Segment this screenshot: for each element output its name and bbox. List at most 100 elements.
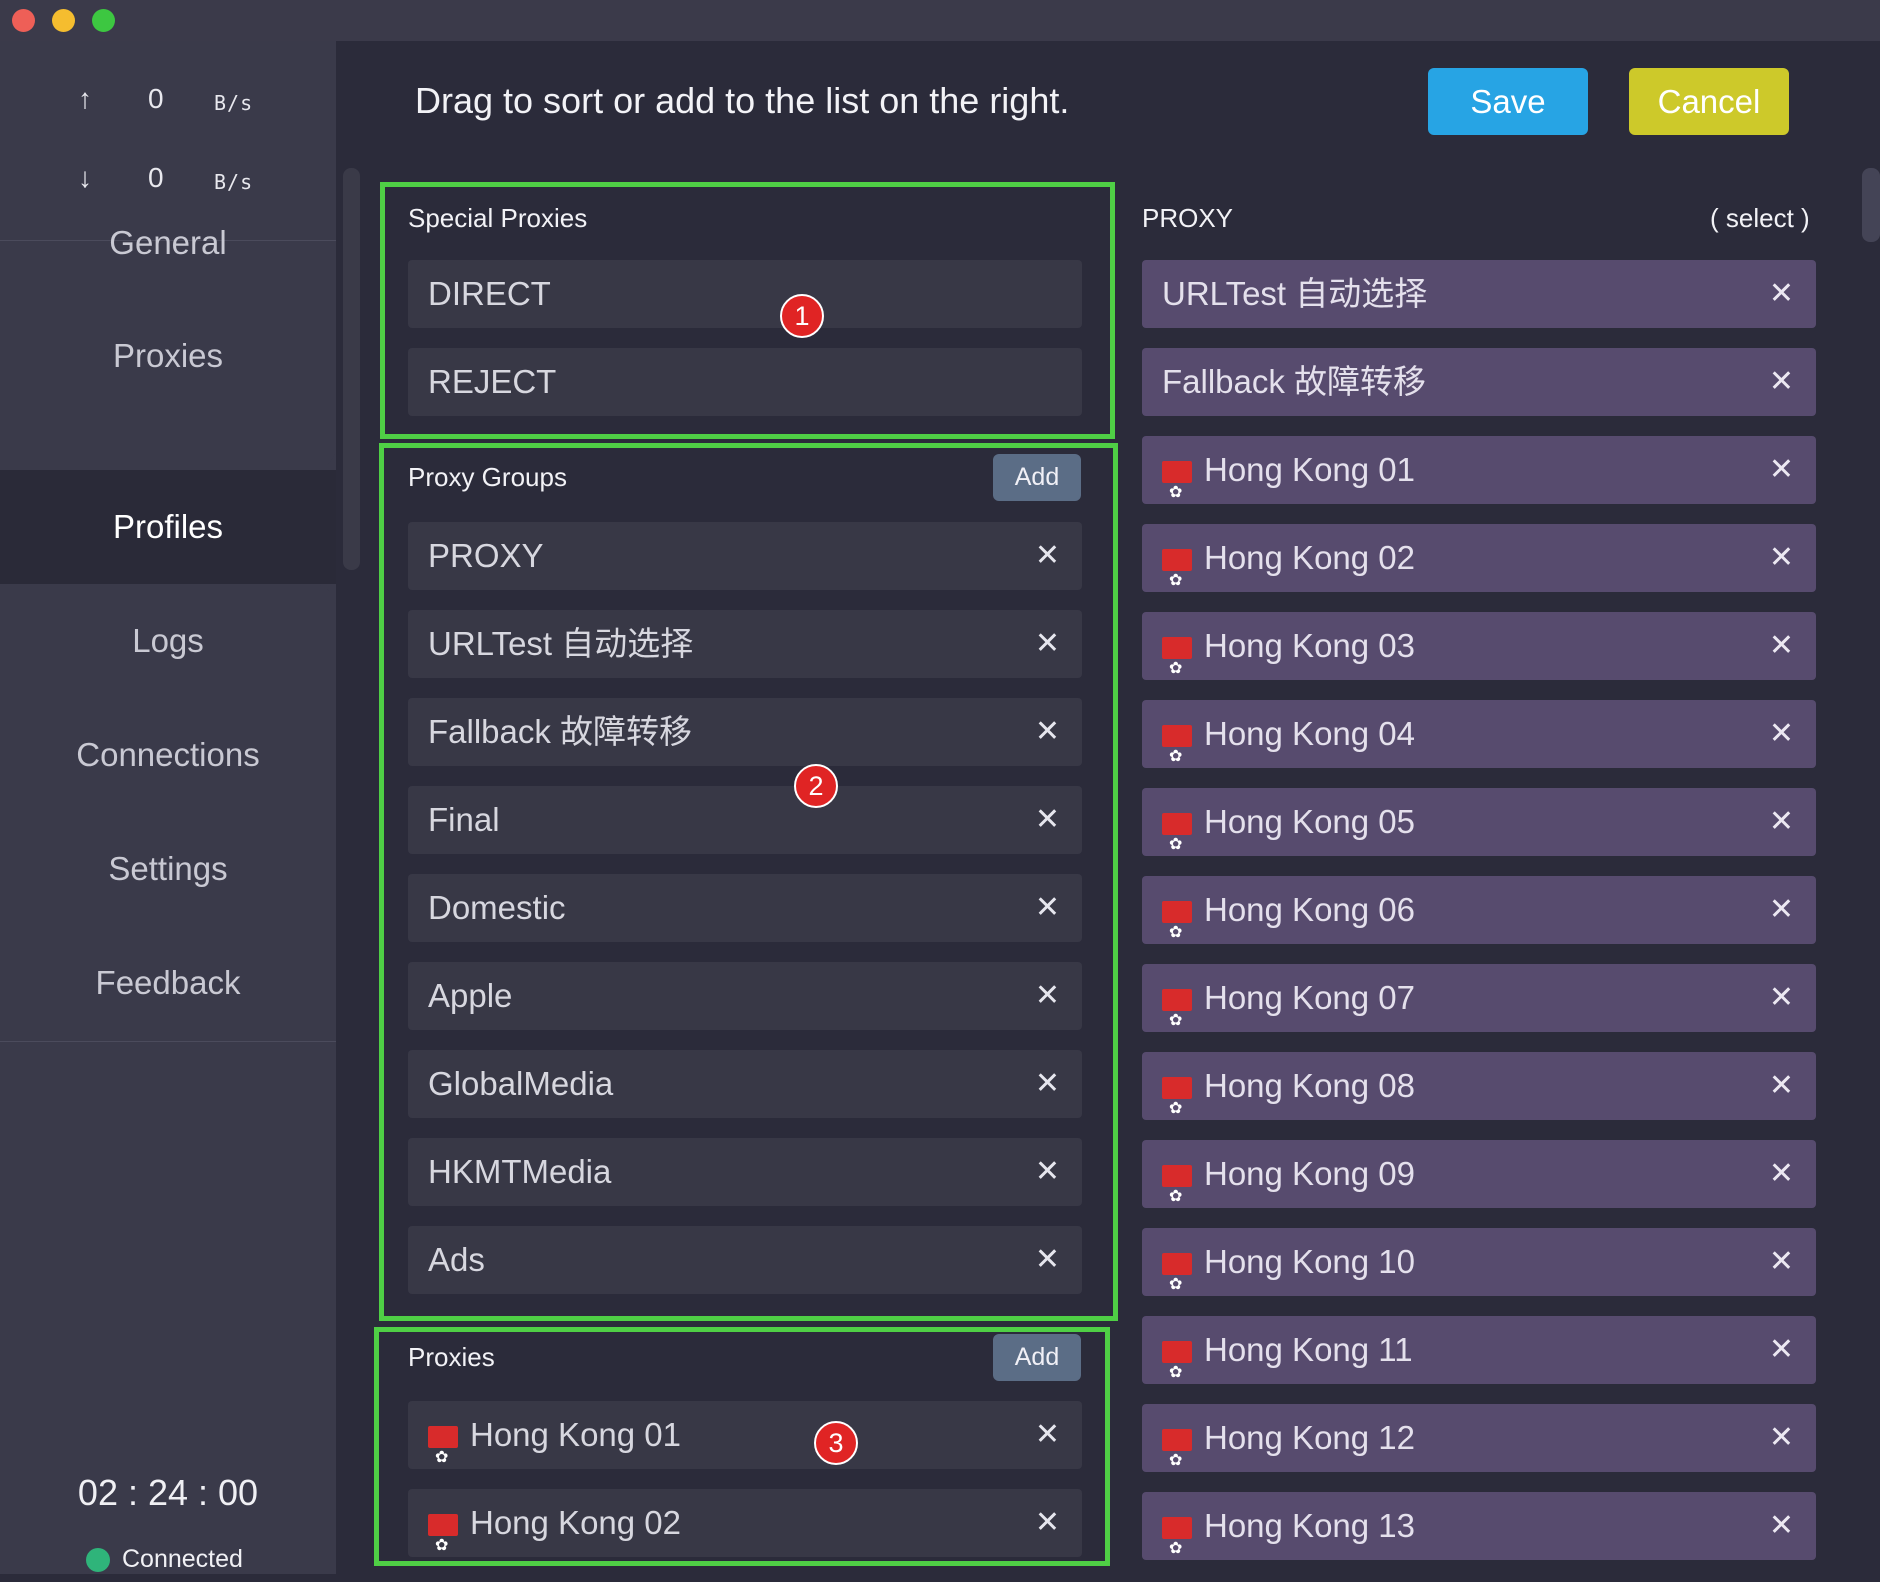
remove-icon[interactable]: ✕ — [1768, 1157, 1794, 1190]
proxies-highlight — [374, 1327, 1110, 1566]
proxy-group-item[interactable]: HKMTMedia ✕ — [408, 1138, 1082, 1206]
selected-proxy-item[interactable]: Hong Kong 08 ✕ — [1142, 1052, 1816, 1142]
selected-proxy-item[interactable]: Fallback 故障转移 ✕ — [1142, 348, 1816, 416]
remove-icon[interactable]: ✕ — [1768, 629, 1794, 662]
window-zoom-button[interactable] — [92, 9, 115, 32]
proxy-item[interactable]: Hong Kong 02 ✕ — [408, 1489, 1082, 1579]
remove-icon[interactable]: ✕ — [1768, 717, 1794, 750]
nav-round-top — [0, 356, 336, 470]
nav-item-feedback[interactable]: Feedback — [95, 964, 241, 1001]
selected-proxy-item[interactable]: Hong Kong 13 ✕ — [1142, 1492, 1816, 1582]
item-label: Hong Kong 06 — [1162, 876, 1415, 966]
status-dot-icon — [86, 1547, 110, 1572]
item-text: Hong Kong 13 — [1204, 1507, 1416, 1544]
remove-icon[interactable]: ✕ — [1034, 1506, 1060, 1539]
item-label: Hong Kong 11 — [1162, 1316, 1413, 1406]
proxy-group-item[interactable]: PROXY ✕ — [408, 522, 1082, 590]
item-label: Hong Kong 01 — [1162, 436, 1415, 526]
remove-icon[interactable]: ✕ — [1034, 979, 1060, 1012]
item-label: Apple — [428, 977, 513, 1014]
proxy-group-item[interactable]: Final ✕ — [408, 786, 1082, 854]
nav-item-settings[interactable]: Settings — [108, 850, 228, 887]
remove-icon[interactable]: ✕ — [1768, 981, 1794, 1014]
hong-kong-flag-icon — [1162, 722, 1192, 790]
selected-proxy-item[interactable]: Hong Kong 05 ✕ — [1142, 788, 1816, 878]
add-proxy-button[interactable]: Add — [993, 1334, 1081, 1381]
item-text: Hong Kong 02 — [1204, 539, 1416, 576]
nav-active-background — [0, 470, 336, 584]
proxy-group-item[interactable]: URLTest 自动选择 ✕ — [408, 610, 1082, 678]
proxy-item[interactable]: Hong Kong 01 ✕ — [408, 1401, 1082, 1491]
remove-icon[interactable]: ✕ — [1768, 365, 1794, 398]
remove-icon[interactable]: ✕ — [1034, 1067, 1060, 1100]
selected-proxy-item[interactable]: Hong Kong 03 ✕ — [1142, 612, 1816, 702]
save-button[interactable]: Save — [1428, 68, 1588, 135]
selected-proxy-item[interactable]: Hong Kong 09 ✕ — [1142, 1140, 1816, 1230]
item-label: DIRECT — [428, 275, 551, 312]
hong-kong-flag-icon — [1162, 1514, 1192, 1582]
left-scrollbar[interactable] — [343, 168, 360, 570]
selected-proxy-item[interactable]: Hong Kong 06 ✕ — [1142, 876, 1816, 966]
remove-icon[interactable]: ✕ — [1768, 1509, 1794, 1542]
proxy-group-item[interactable]: Apple ✕ — [408, 962, 1082, 1030]
cancel-button[interactable]: Cancel — [1629, 68, 1789, 135]
right-scrollbar[interactable] — [1862, 168, 1880, 242]
remove-icon[interactable]: ✕ — [1768, 1333, 1794, 1366]
remove-icon[interactable]: ✕ — [1768, 277, 1794, 310]
item-label: Hong Kong 05 — [1162, 788, 1415, 878]
add-proxy-group-button[interactable]: Add — [993, 454, 1081, 501]
proxy-group-item[interactable]: Fallback 故障转移 ✕ — [408, 698, 1082, 766]
item-label: Hong Kong 10 — [1162, 1228, 1415, 1318]
item-text: Hong Kong 09 — [1204, 1155, 1416, 1192]
nav-item-profiles[interactable]: Profiles — [112, 508, 224, 545]
remove-icon[interactable]: ✕ — [1034, 803, 1060, 836]
upload-unit: B/s — [214, 91, 254, 115]
selected-proxy-item[interactable]: URLTest 自动选择 ✕ — [1142, 260, 1816, 328]
special-proxy-item[interactable]: DIRECT — [408, 260, 1082, 328]
remove-icon[interactable]: ✕ — [1768, 453, 1794, 486]
nav-item-proxies[interactable]: Proxies — [112, 337, 224, 374]
proxy-group-item[interactable]: Domestic ✕ — [408, 874, 1082, 942]
remove-icon[interactable]: ✕ — [1034, 539, 1060, 572]
selected-proxy-item[interactable]: Hong Kong 12 ✕ — [1142, 1404, 1816, 1494]
stats-divider — [0, 240, 336, 241]
selected-proxy-item[interactable]: Hong Kong 04 ✕ — [1142, 700, 1816, 790]
item-text: Hong Kong 02 — [470, 1504, 682, 1541]
remove-icon[interactable]: ✕ — [1034, 1155, 1060, 1188]
hong-kong-flag-icon — [1162, 458, 1192, 526]
item-label: Fallback 故障转移 — [1162, 348, 1426, 416]
window-minimize-button[interactable] — [52, 9, 75, 32]
selected-proxy-item[interactable]: Hong Kong 10 ✕ — [1142, 1228, 1816, 1318]
remove-icon[interactable]: ✕ — [1768, 805, 1794, 838]
remove-icon[interactable]: ✕ — [1768, 541, 1794, 574]
window-close-button[interactable] — [12, 9, 35, 32]
remove-icon[interactable]: ✕ — [1768, 1069, 1794, 1102]
item-label: Hong Kong 09 — [1162, 1140, 1416, 1230]
remove-icon[interactable]: ✕ — [1768, 1421, 1794, 1454]
remove-icon[interactable]: ✕ — [1034, 1418, 1060, 1451]
selected-proxy-item[interactable]: Hong Kong 11 ✕ — [1142, 1316, 1816, 1406]
remove-icon[interactable]: ✕ — [1768, 893, 1794, 926]
selected-proxy-item[interactable]: Hong Kong 01 ✕ — [1142, 436, 1816, 526]
item-label: Fallback 故障转移 — [428, 713, 693, 750]
item-label: Hong Kong 01 — [428, 1401, 681, 1491]
remove-icon[interactable]: ✕ — [1034, 891, 1060, 924]
remove-icon[interactable]: ✕ — [1034, 715, 1060, 748]
remove-icon[interactable]: ✕ — [1768, 1245, 1794, 1278]
item-label: URLTest 自动选择 — [1162, 260, 1427, 328]
proxy-group-item[interactable]: GlobalMedia ✕ — [408, 1050, 1082, 1118]
item-label: Hong Kong 13 — [1162, 1492, 1416, 1582]
remove-icon[interactable]: ✕ — [1034, 627, 1060, 660]
selected-proxy-item[interactable]: Hong Kong 02 ✕ — [1142, 524, 1816, 614]
selected-proxy-item[interactable]: Hong Kong 07 ✕ — [1142, 964, 1816, 1054]
proxies-title: Proxies — [408, 1342, 495, 1372]
proxy-group-item[interactable]: Ads ✕ — [408, 1226, 1082, 1294]
nav-item-connections[interactable]: Connections — [76, 736, 260, 773]
nav-item-general[interactable]: General — [109, 224, 227, 261]
nav-item-logs[interactable]: Logs — [132, 622, 204, 659]
selected-group-name: PROXY — [1142, 203, 1234, 233]
remove-icon[interactable]: ✕ — [1034, 1243, 1060, 1276]
hong-kong-flag-icon — [1162, 1426, 1192, 1494]
hong-kong-flag-icon — [1162, 810, 1192, 878]
special-proxy-item[interactable]: REJECT — [408, 348, 1082, 416]
